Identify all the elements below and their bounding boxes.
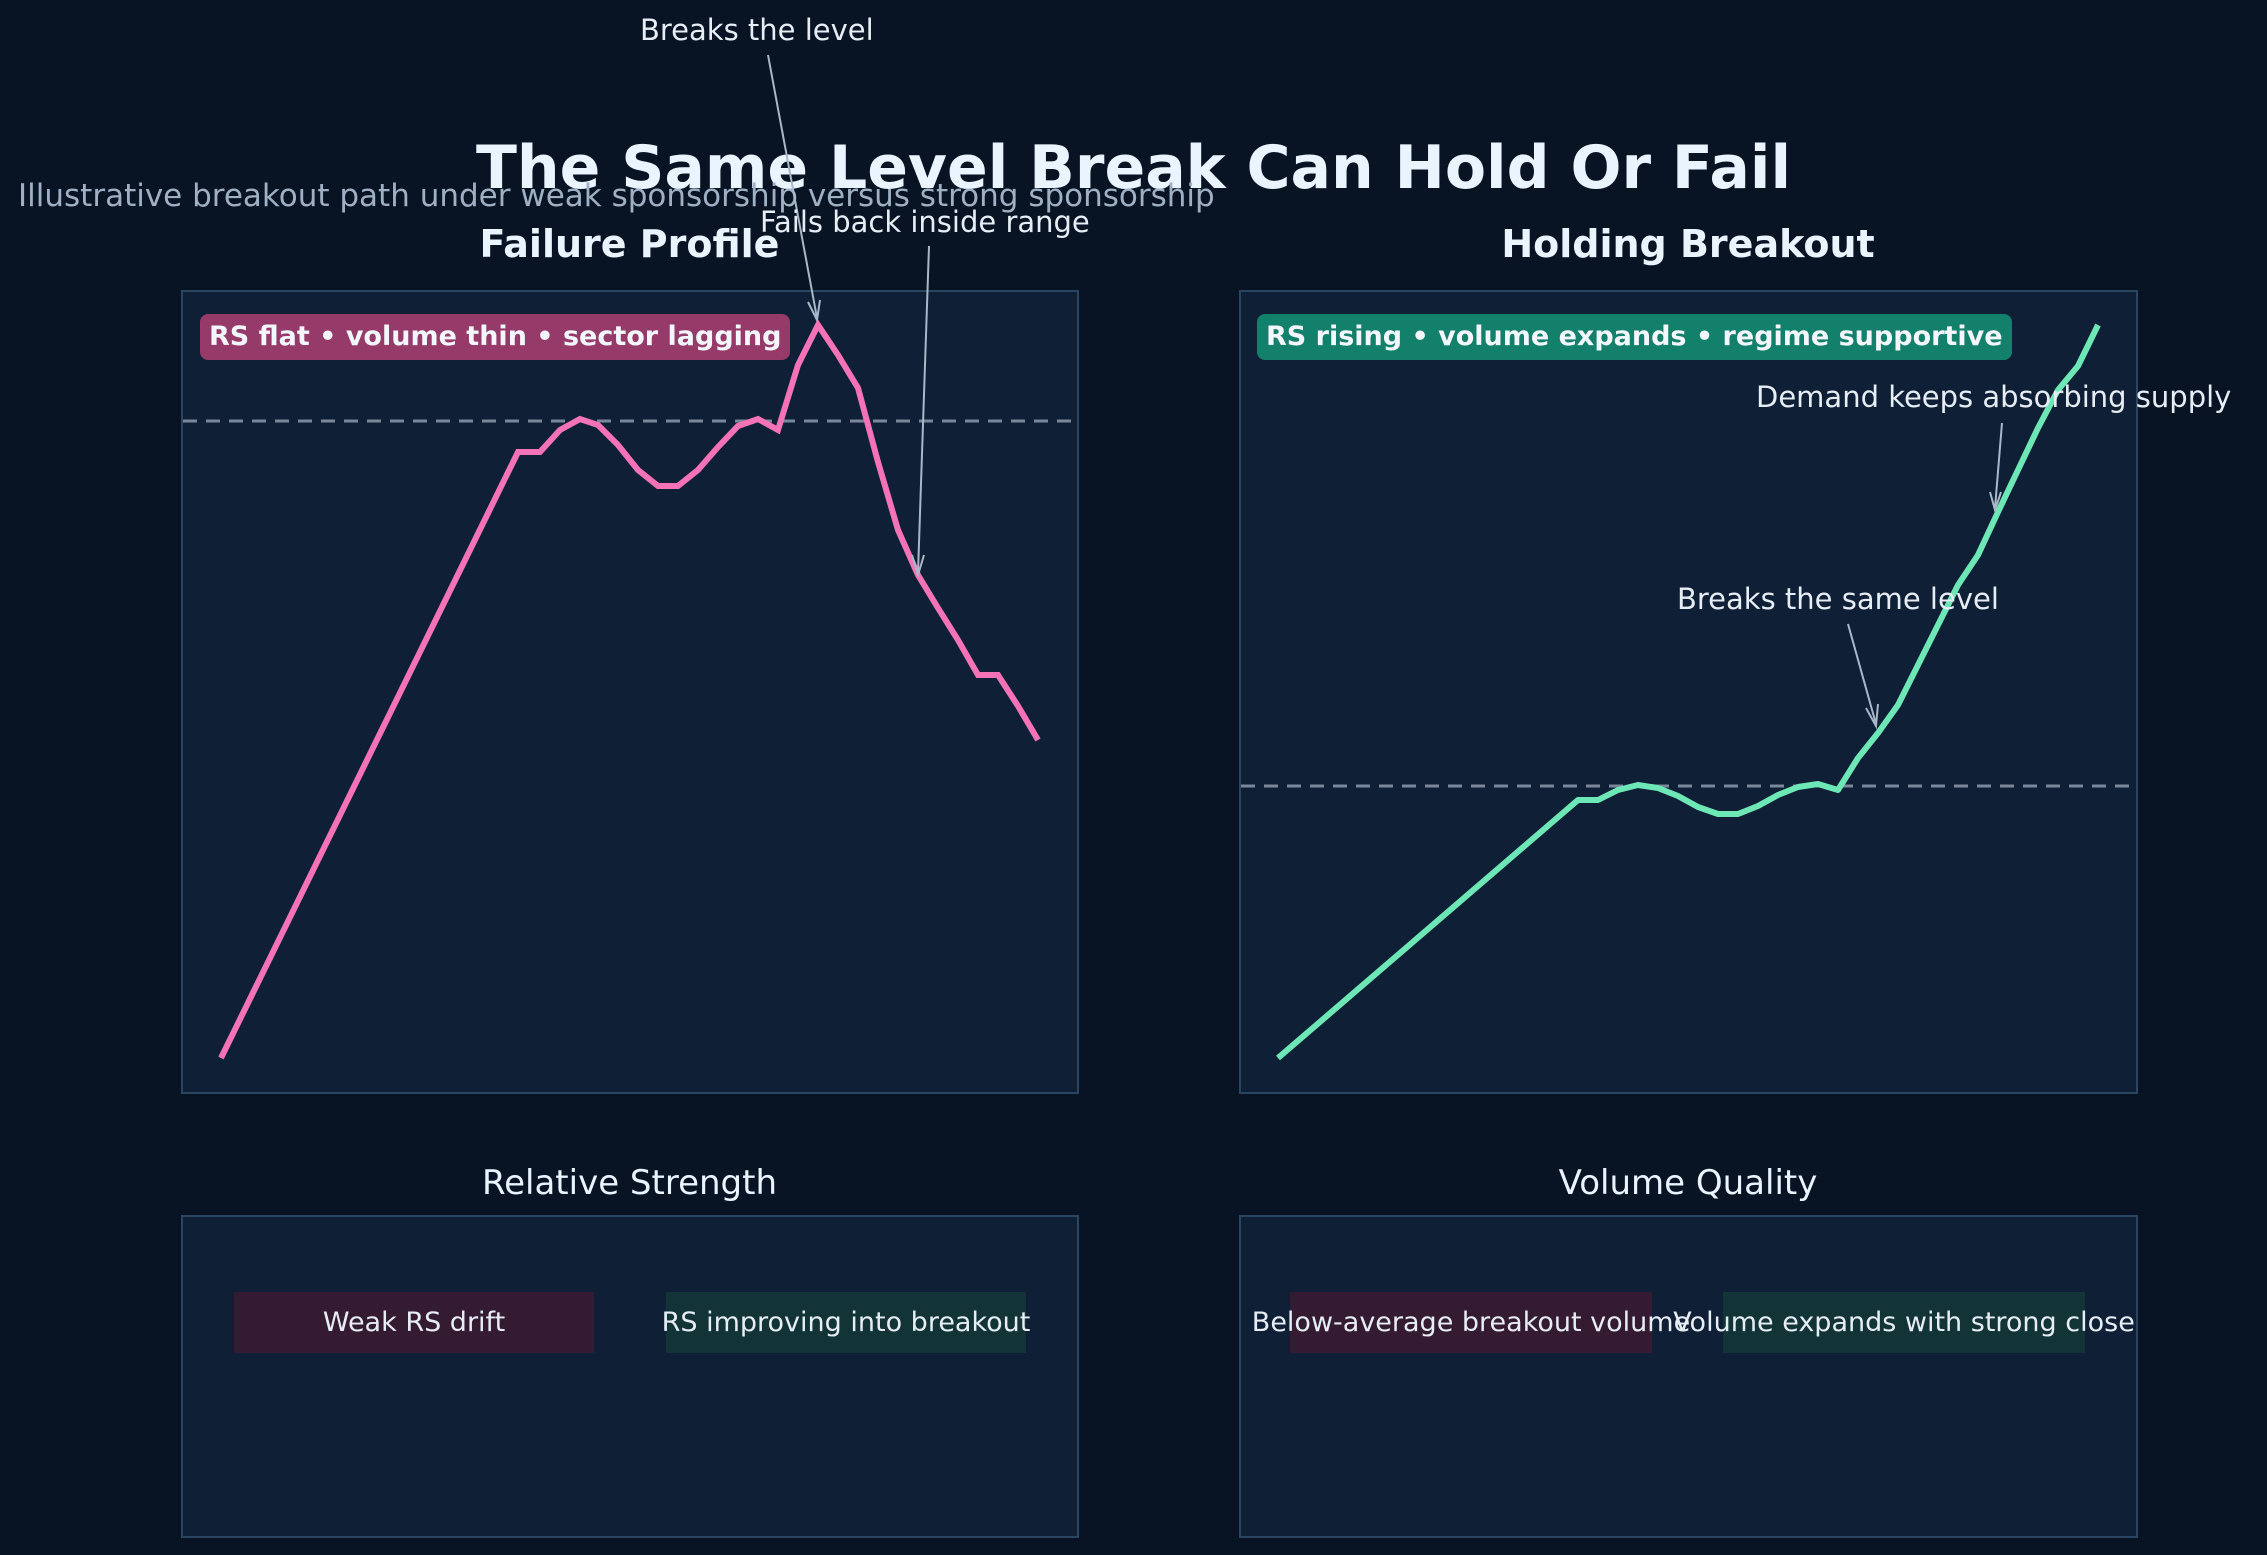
volume-expands-label: Volume expands with strong close: [1673, 1307, 2135, 1338]
arrow-breaks-same-level: [1847, 623, 1877, 725]
weak-rs-label: Weak RS drift: [322, 1307, 506, 1338]
annotation-demand-absorbing: Demand keeps absorbing supply: [1756, 380, 2232, 414]
volume-expands-chip: [1723, 1292, 2085, 1353]
arrow-breaks-level: [767, 54, 818, 319]
annotation-breaks-level: Breaks the level: [640, 13, 874, 47]
failure-panel-title: Failure Profile: [479, 222, 780, 266]
chart-title: The Same Level Break Can Hold Or Fail: [475, 133, 1792, 203]
annotation-breaks-same-level: Breaks the same level: [1677, 582, 1999, 616]
relative-strength-title: Relative Strength: [482, 1163, 777, 1203]
annotation-fails-back: Fails back inside range: [760, 205, 1090, 239]
weak-rs-chip: [234, 1292, 594, 1353]
improving-rs-chip: [666, 1292, 1026, 1353]
below-average-volume-label: Below-average breakout volume: [1251, 1307, 1691, 1338]
failure-plot-area: [181, 290, 1079, 1094]
failure-line: [218, 319, 1041, 1060]
chart-subtitle: Illustrative breakout path under weak sp…: [18, 178, 1215, 214]
holding-conditions-badge: RS rising • volume expands • regime supp…: [1257, 314, 2012, 360]
relative-strength-panel: [181, 1215, 1079, 1538]
arrow-head-icon: [807, 299, 821, 324]
arrow-head-icon: [911, 554, 925, 579]
arrow-head-icon: [1989, 491, 2002, 514]
below-average-volume-chip: [1290, 1292, 1652, 1353]
improving-rs-label: RS improving into breakout: [661, 1307, 1031, 1338]
failure-conditions-badge: RS flat • volume thin • sector lagging: [200, 314, 791, 360]
volume-quality-panel: [1239, 1215, 2138, 1538]
volume-quality-title: Volume Quality: [1558, 1163, 1818, 1203]
arrow-demand: [1994, 422, 2003, 509]
holding-panel-title: Holding Breakout: [1501, 222, 1875, 266]
arrow-head-icon: [1865, 703, 1879, 730]
arrow-fails-back: [917, 245, 930, 574]
holding-line: [1276, 323, 2101, 1061]
